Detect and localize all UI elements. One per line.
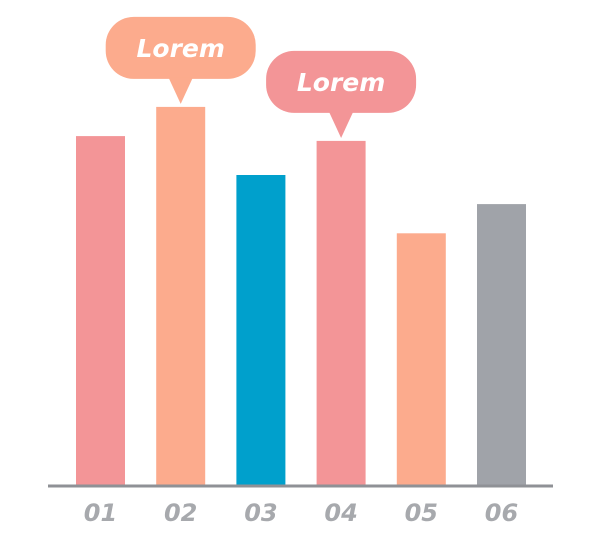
x-tick-label-03: 03 bbox=[244, 499, 277, 527]
bar-06 bbox=[477, 204, 526, 486]
x-tick-labels: 01 02 03 04 05 06 bbox=[84, 499, 518, 527]
bar-03 bbox=[236, 175, 286, 486]
callout-text: Lorem bbox=[136, 34, 224, 63]
bar-01 bbox=[76, 136, 125, 486]
x-tick-label-06: 06 bbox=[485, 499, 518, 527]
bars-group bbox=[76, 106, 526, 487]
callout-text: Lorem bbox=[297, 68, 385, 97]
callout-pointer bbox=[168, 77, 193, 104]
x-tick-label-02: 02 bbox=[164, 499, 197, 527]
x-tick-label-05: 05 bbox=[405, 499, 438, 527]
callout-04: Lorem bbox=[266, 50, 417, 138]
bar-02 bbox=[156, 106, 206, 487]
callout-bubble bbox=[266, 50, 417, 113]
callouts-group: Lorem Lorem bbox=[105, 16, 417, 138]
callout-pointer bbox=[329, 111, 354, 138]
bar-05 bbox=[396, 233, 446, 486]
callout-bubble bbox=[105, 16, 256, 79]
x-tick-label-04: 04 bbox=[324, 499, 357, 527]
bar-04 bbox=[316, 140, 366, 486]
callout-02: Lorem bbox=[105, 16, 256, 104]
x-tick-label-01: 01 bbox=[84, 499, 117, 527]
